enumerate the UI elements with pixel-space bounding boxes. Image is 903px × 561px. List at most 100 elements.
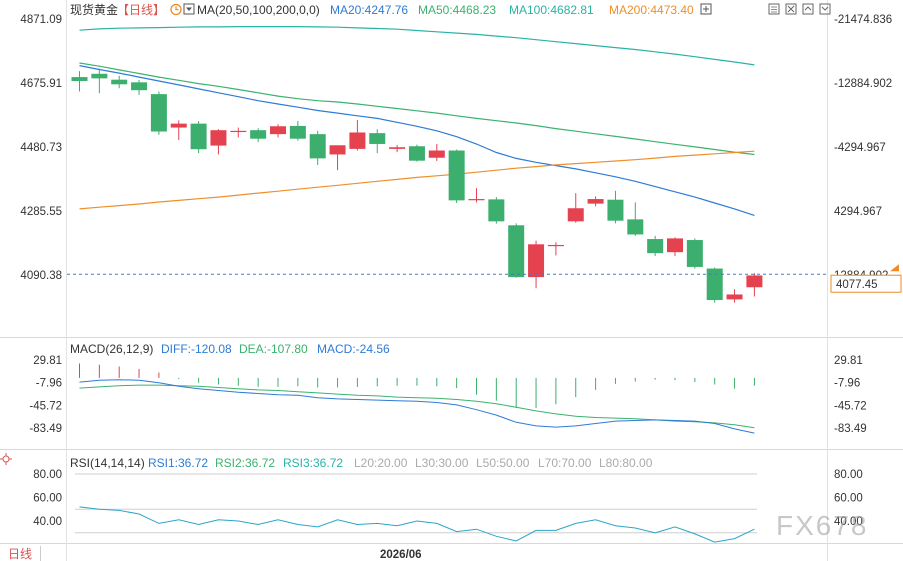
candle-body (528, 244, 545, 278)
macd-axis-left: 29.81 -7.96 -45.72 -83.49 (29, 355, 62, 435)
maximize-icon[interactable] (700, 3, 712, 15)
macd-tick-left: -45.72 (29, 400, 62, 412)
ma-label: MA(20,50,100,200,0,0) (197, 3, 320, 17)
macd-title: MACD(26,12,9) (70, 342, 153, 356)
period-label[interactable]: 【日线】 (117, 3, 165, 17)
candle-body (131, 82, 148, 91)
current-price-value: 4077.45 (836, 279, 878, 291)
candle-body (329, 145, 346, 155)
macd-tick-left: -7.96 (36, 378, 62, 390)
candle-body (309, 134, 326, 159)
candle-body (428, 150, 445, 158)
candle-body (508, 225, 525, 278)
macd-tick-right: -83.49 (834, 423, 867, 435)
candle (448, 149, 465, 203)
period-tab[interactable]: 日线 (8, 547, 32, 561)
rsi-axis-left: 80.00 60.00 40.00 (33, 469, 62, 528)
date-axis-label: 2026/06 (380, 549, 422, 561)
candlesticks (71, 68, 763, 303)
macd-tick-left: 29.81 (33, 355, 62, 367)
price-tick-left: 4285.55 (20, 206, 62, 218)
candle-body (567, 208, 584, 222)
candle-body (150, 94, 167, 132)
rsi-level-30: L30:30.00 (415, 456, 469, 470)
settings-icon[interactable] (768, 3, 780, 15)
watermark-logo: FX678 (776, 510, 869, 541)
ma20-value: MA20:4247.76 (330, 3, 408, 17)
candle (667, 237, 683, 257)
price-axis-left: 4871.09 4675.91 4480.73 4285.55 4090.38 (20, 14, 62, 282)
candle (131, 80, 148, 95)
crosshair-icon[interactable] (0, 453, 12, 465)
candle (408, 144, 425, 162)
ma100-value: MA100:4682.81 (509, 3, 594, 17)
candle-body (270, 126, 286, 135)
macd-tick-right: 29.81 (834, 355, 863, 367)
price-tick-right: -12884.902 (834, 78, 892, 90)
candle (389, 144, 406, 153)
candle (647, 235, 664, 257)
collapse-icon[interactable] (819, 3, 831, 15)
candle (468, 188, 485, 203)
candle-body (369, 133, 386, 144)
ma50-line (79, 62, 755, 156)
rsi2-value: RSI2:36.72 (215, 456, 275, 470)
candle (547, 242, 564, 256)
macd-tick-right: -45.72 (834, 400, 867, 412)
close-icon[interactable] (785, 3, 797, 15)
price-tick-right: -4294.967 (834, 142, 886, 154)
candle (746, 273, 763, 297)
candle-body (408, 146, 425, 161)
price-tick-left: 4090.38 (20, 270, 62, 282)
price-axis-right: -21474.836-12884.902-4294.9674294.967128… (834, 14, 892, 282)
candle (190, 121, 207, 154)
candle-body (706, 268, 723, 301)
macd-tick-right: -7.96 (834, 378, 860, 390)
rsi-tick-left: 80.00 (33, 469, 62, 481)
candle-body (289, 125, 306, 139)
candle (170, 120, 187, 141)
ma200-line (79, 150, 755, 210)
ma100-line (79, 26, 755, 66)
candle (607, 190, 624, 224)
candle-body (170, 123, 187, 128)
rsi-level-80: L80:80.00 (599, 456, 653, 470)
candle (150, 91, 167, 135)
macd-diff: DIFF:-120.08 (161, 342, 232, 356)
diff-line (79, 379, 755, 434)
candle (250, 128, 267, 142)
price-tick-left: 4871.09 (20, 14, 62, 26)
candle (329, 145, 346, 171)
rsi3-value: RSI3:36.72 (283, 456, 343, 470)
rsi-level-20: L20:20.00 (354, 456, 408, 470)
clock-icon[interactable] (170, 3, 182, 16)
macd-axis-right: 29.81 -7.96 -45.72 -83.49 (834, 355, 867, 435)
candle (111, 75, 128, 89)
candle (369, 129, 386, 154)
expand-icon[interactable] (802, 3, 814, 15)
candle-body (349, 132, 366, 149)
candle (508, 223, 525, 278)
rsi-plot (75, 473, 757, 543)
ma20-line (79, 65, 755, 216)
candle (289, 121, 306, 141)
price-tick-right: -21474.836 (834, 14, 892, 26)
candle (686, 238, 703, 269)
price-tick-left: 4480.73 (20, 142, 62, 154)
candle (567, 193, 584, 223)
candle-body (607, 199, 624, 221)
ma200-value: MA200:4473.40 (609, 3, 694, 17)
candle-body (647, 239, 664, 254)
dropdown-icon[interactable] (183, 3, 195, 15)
candle-body (488, 199, 505, 222)
candle (270, 124, 286, 138)
rsi-level-70: L70:70.00 (538, 456, 592, 470)
candle (627, 202, 644, 236)
candle (210, 129, 227, 155)
rsi-tick-right: 40.00 (834, 516, 863, 528)
candle-body (686, 240, 703, 267)
ma50-value: MA50:4468.23 (418, 3, 496, 17)
candle (309, 130, 326, 165)
